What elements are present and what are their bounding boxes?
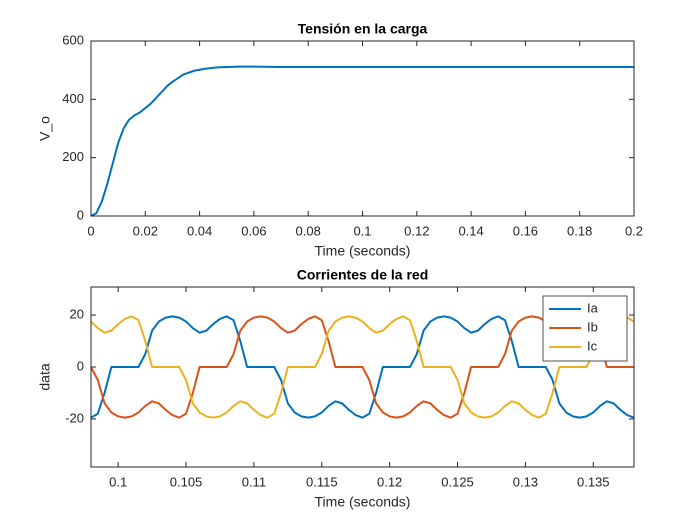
x-tick-label: 0.11: [242, 474, 266, 489]
y-tick-label: 0: [77, 358, 84, 373]
y-tick-label: -20: [65, 410, 84, 425]
chart-title: Corrientes de la red: [297, 267, 429, 283]
axes-background: [91, 41, 634, 216]
x-tick-label: 0.02: [133, 223, 158, 238]
axes-frame: [90, 40, 635, 217]
chart-title: Tensión en la carga: [298, 21, 428, 37]
x-tick-label: 0.08: [296, 223, 321, 238]
x-tick-label: 0.06: [241, 223, 266, 238]
x-tick-label: 0.18: [567, 223, 592, 238]
x-tick-label: 0.115: [306, 474, 338, 489]
axes-frame: [90, 286, 635, 468]
y-tick-label: 0: [77, 207, 84, 222]
legend-label: Ia: [587, 300, 599, 315]
x-tick-label: 0.135: [577, 474, 610, 489]
x-tick-label: 0: [87, 223, 94, 238]
legend-label: Ib: [587, 319, 598, 334]
y-tick-label: 600: [62, 32, 84, 47]
x-tick-label: 0.1: [109, 474, 127, 489]
x-tick-label: 0.1: [353, 223, 371, 238]
data-line: [90, 315, 635, 419]
y-tick-label: 400: [62, 91, 84, 106]
x-tick-label: 0.125: [441, 474, 474, 489]
data-line: [90, 65, 634, 217]
x-axis-label: Time (seconds): [315, 494, 411, 510]
legend-label: Ic: [587, 338, 598, 353]
x-tick-label: 0.16: [513, 223, 538, 238]
y-axis-label: V_o: [37, 116, 53, 141]
x-tick-label: 0.14: [458, 223, 483, 238]
x-tick-label: 0.2: [625, 223, 643, 238]
y-tick-label: 20: [70, 306, 84, 321]
x-tick-label: 0.04: [187, 223, 212, 238]
y-axis-label: data: [37, 363, 53, 390]
y-tick-label: 200: [62, 149, 84, 164]
data-line: [90, 315, 635, 419]
x-tick-label: 0.12: [404, 223, 429, 238]
x-tick-label: 0.13: [513, 474, 538, 489]
x-tick-label: 0.12: [377, 474, 402, 489]
x-tick-label: 0.105: [170, 474, 203, 489]
x-axis-label: Time (seconds): [315, 243, 411, 259]
